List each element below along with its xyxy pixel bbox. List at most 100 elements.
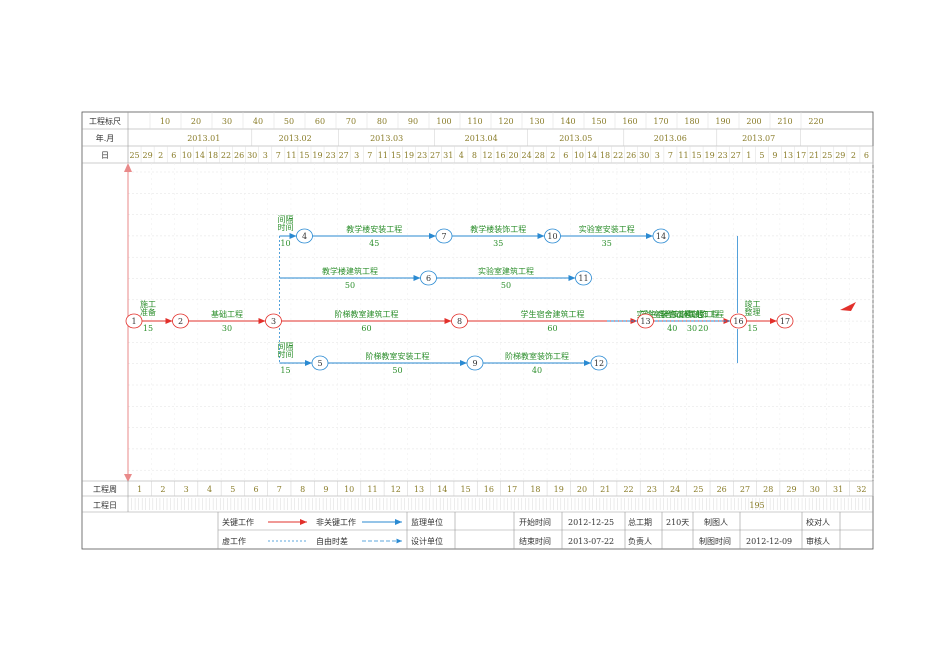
week-label: 11	[367, 485, 377, 494]
activity-duration: 60	[361, 324, 371, 333]
drawdate-label: 制图时间	[699, 536, 731, 546]
activity-name: 施工	[140, 299, 156, 309]
outer-frame	[81, 111, 874, 550]
week-label: 5	[230, 485, 235, 494]
day-label: 5	[759, 151, 764, 160]
activity-name: 准备	[140, 307, 156, 317]
day-label: 2	[158, 151, 163, 160]
week-label: 13	[414, 485, 424, 494]
day-label: 16	[495, 151, 505, 160]
network: 施工准备15基础工程30教学楼安装工程45教学楼装饰工程35实验室安装工程35其…	[125, 215, 794, 375]
node-circle	[776, 313, 794, 329]
ruler-tick: 20	[191, 117, 201, 126]
node-label: 4	[302, 232, 307, 241]
legend-freefloat-label: 自由时差	[316, 536, 348, 546]
node-circle	[590, 355, 608, 371]
day-label: 30	[639, 151, 649, 160]
node-circle	[172, 313, 189, 329]
activity-name: 间隔	[278, 342, 294, 351]
ruler-tick: 220	[808, 117, 823, 126]
day-label: 18	[600, 151, 610, 160]
total-value: 210天	[666, 518, 689, 527]
day-label: 3	[263, 151, 268, 160]
node-circle	[311, 355, 329, 371]
drafter-label: 制图人	[704, 517, 728, 527]
supervisor-label: 监理单位	[411, 517, 443, 527]
week-row-label: 工程周	[93, 485, 117, 494]
node-label: 12	[594, 359, 604, 368]
day-label: 13	[783, 151, 793, 160]
ruler-tick: 150	[591, 117, 606, 126]
activity-name: 实验室装饰工程	[637, 309, 693, 319]
ruler-tick: 40	[253, 117, 263, 126]
activity-duration: 30	[687, 324, 697, 333]
week-label: 19	[554, 485, 564, 494]
day-label: 6	[864, 151, 869, 160]
week-label: 9	[323, 485, 328, 494]
activity-name: 学生宿舍建筑工程	[521, 309, 585, 319]
node-circle	[296, 228, 313, 244]
day-label: 2	[550, 151, 555, 160]
ruler-tick: 110	[467, 117, 482, 126]
ruler-tick: 70	[346, 117, 356, 126]
activity-duration: 15	[747, 324, 757, 333]
week-label: 25	[693, 485, 703, 494]
week-label: 14	[437, 485, 447, 494]
node-label: 11	[578, 274, 588, 283]
day-label: 25	[129, 151, 139, 160]
activity-name: 整理	[745, 307, 761, 317]
day-label: 28	[535, 151, 545, 160]
activity-duration: 60	[547, 324, 557, 333]
node-label: 13	[640, 317, 650, 326]
node-label: 5	[317, 359, 322, 368]
ruler-tick: 160	[622, 117, 637, 126]
day-label: 31	[443, 151, 453, 160]
week-label: 7	[277, 485, 282, 494]
day-label: 15	[299, 151, 309, 160]
week-label: 1	[137, 485, 142, 494]
week-label: 30	[810, 485, 820, 494]
day-label: 10	[574, 151, 584, 160]
day-label: 14	[195, 151, 205, 160]
activity-name: 阶梯教室安装工程	[366, 351, 430, 361]
day-label: 27	[430, 151, 440, 160]
node-label: 1	[131, 317, 136, 326]
node-label: 9	[472, 359, 477, 368]
node-label: 2	[178, 317, 183, 326]
legend-noncritical-label: 非关键工作	[316, 517, 356, 527]
day-label: 29	[835, 151, 845, 160]
month-label: 2013.03	[370, 134, 403, 143]
node-circle	[265, 313, 282, 329]
ruler-tick: 140	[560, 117, 575, 126]
node-circle	[544, 228, 561, 244]
week-label: 20	[577, 485, 587, 494]
week-label: 17	[507, 485, 517, 494]
week-label: 27	[740, 485, 750, 494]
activity-name: 时间	[278, 222, 294, 232]
ruler-tick: 120	[498, 117, 513, 126]
end-label: 结束时间	[519, 536, 551, 546]
activity-name: 时间	[278, 349, 294, 359]
day-label: 4	[459, 151, 464, 160]
day-label: 14	[587, 151, 597, 160]
week-label: 23	[647, 485, 657, 494]
legend-table: 关键工作 非关键工作 监理单位 开始时间 2012-12-25 总工期 210天…	[217, 512, 873, 549]
ruler-tick: 190	[715, 117, 730, 126]
week-label: 24	[670, 485, 680, 494]
activity-name: 其他工程	[687, 309, 719, 319]
activity-name: 间隔	[278, 215, 294, 224]
month-row-label: 年.月	[96, 133, 115, 143]
month-label: 2013.07	[742, 134, 775, 143]
day-label: 26	[626, 151, 636, 160]
designer-label: 设计单位	[411, 536, 443, 546]
activity-duration: 10	[280, 239, 290, 248]
activity-duration: 40	[667, 324, 677, 333]
month-label: 2013.05	[559, 134, 592, 143]
ruler-tick: 180	[684, 117, 699, 126]
day-label: 11	[286, 151, 296, 160]
activity-name: 学生宿舍安装工程	[640, 309, 704, 319]
activity-duration: 15	[280, 366, 290, 375]
day-label: 15	[691, 151, 701, 160]
ruler-tick: 90	[408, 117, 418, 126]
day-label: 15	[391, 151, 401, 160]
